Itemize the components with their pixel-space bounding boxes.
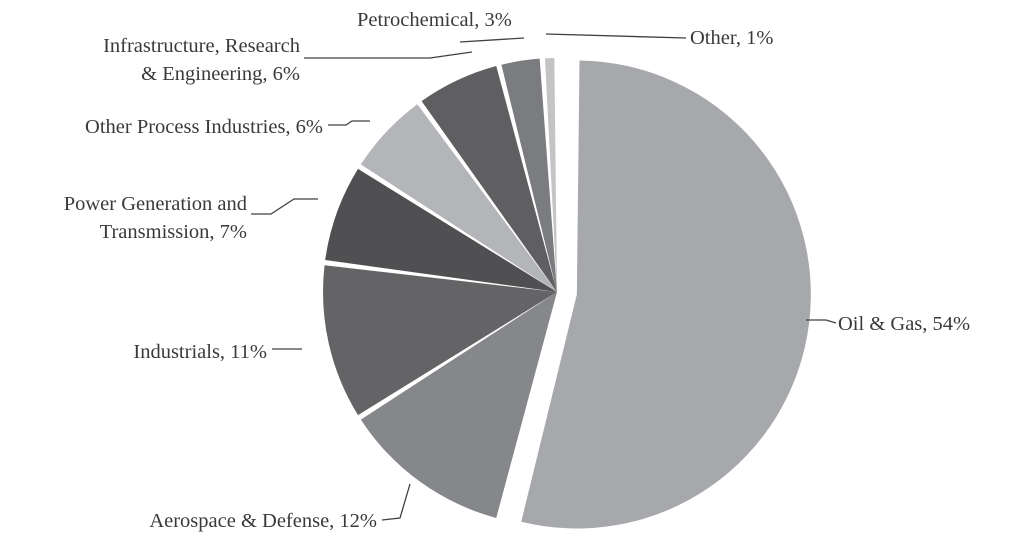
label-infrastructure-research-and-engineering: Infrastructure, Research & Engineering, 6… [103, 35, 300, 85]
leader-infrastructure-research-and-engineering [304, 52, 472, 58]
label-other: Other, 1% [690, 27, 773, 49]
leader-aerospace-and-defense [382, 484, 410, 520]
label-line: Other, 1% [690, 27, 773, 49]
slice-oil-and-gas [521, 61, 811, 529]
label-line: Aerospace & Defense, 12% [149, 510, 377, 532]
label-line: Industrials, 11% [133, 341, 267, 363]
label-line: Other Process Industries, 6% [85, 116, 323, 138]
label-other-process-industries: Other Process Industries, 6% [85, 116, 323, 138]
label-aerospace-and-defense: Aerospace & Defense, 12% [149, 510, 377, 532]
label-industrials: Industrials, 11% [133, 341, 267, 363]
label-line: Oil & Gas, 54% [838, 313, 970, 335]
label-line: Transmission, 7% [100, 221, 247, 243]
pie-slices [323, 58, 811, 528]
label-oil-and-gas: Oil & Gas, 54% [838, 313, 970, 335]
leader-other-process-industries [328, 121, 370, 125]
leader-oil-and-gas [806, 320, 836, 323]
leader-other [546, 34, 686, 38]
leader-power-generation-and-transmission [251, 199, 318, 214]
label-line: Petrochemical, 3% [357, 9, 512, 31]
label-line: Power Generation and [64, 193, 247, 215]
label-petrochemical: Petrochemical, 3% [357, 9, 512, 31]
label-line: Infrastructure, Research [103, 35, 300, 57]
leader-petrochemical [460, 38, 524, 42]
label-line: & Engineering, 6% [141, 63, 300, 85]
label-power-generation-and-transmission: Power Generation and Transmission, 7% [64, 193, 247, 243]
